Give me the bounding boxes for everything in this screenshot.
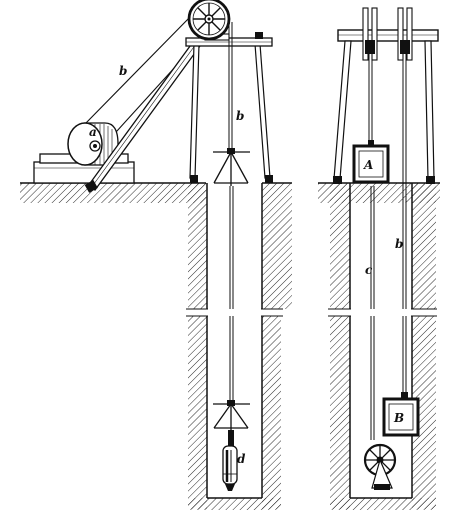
- shaft-right-wall-left: [330, 183, 351, 509]
- return-pulley: [363, 443, 397, 490]
- bucket-b: [382, 392, 420, 437]
- bucket-a: [352, 140, 390, 184]
- shaft-guide-upper: [213, 148, 250, 186]
- shaft-right-bottom: [330, 497, 436, 510]
- rope-b-shaft-left: [228, 22, 234, 400]
- label-b-shaft: b: [236, 109, 244, 123]
- label-b-upper: b: [119, 64, 127, 78]
- sheave-wheel: [187, 0, 231, 41]
- headframe-right: [333, 7, 439, 184]
- label-d: d: [237, 452, 246, 466]
- rope-b-right: [402, 54, 407, 392]
- shaft-left-wall-right: [261, 182, 292, 509]
- label-a: a: [89, 125, 97, 139]
- shaft-guide-lower: [213, 400, 250, 432]
- inclined-strut: [84, 41, 201, 193]
- shaft-break-marks: [186, 308, 437, 317]
- shaft-right-wall-right: [411, 183, 436, 509]
- label-A: A: [363, 158, 373, 172]
- ground-left: [20, 182, 206, 203]
- shaft-left-bottom: [188, 497, 281, 510]
- shaft-left-wall-left: [188, 183, 208, 509]
- label-B: B: [393, 411, 404, 425]
- rope-c: [368, 54, 375, 440]
- label-b-right: b: [395, 237, 403, 251]
- pump-d: [222, 430, 238, 491]
- label-c: c: [365, 263, 373, 277]
- winding-drum: [67, 122, 119, 166]
